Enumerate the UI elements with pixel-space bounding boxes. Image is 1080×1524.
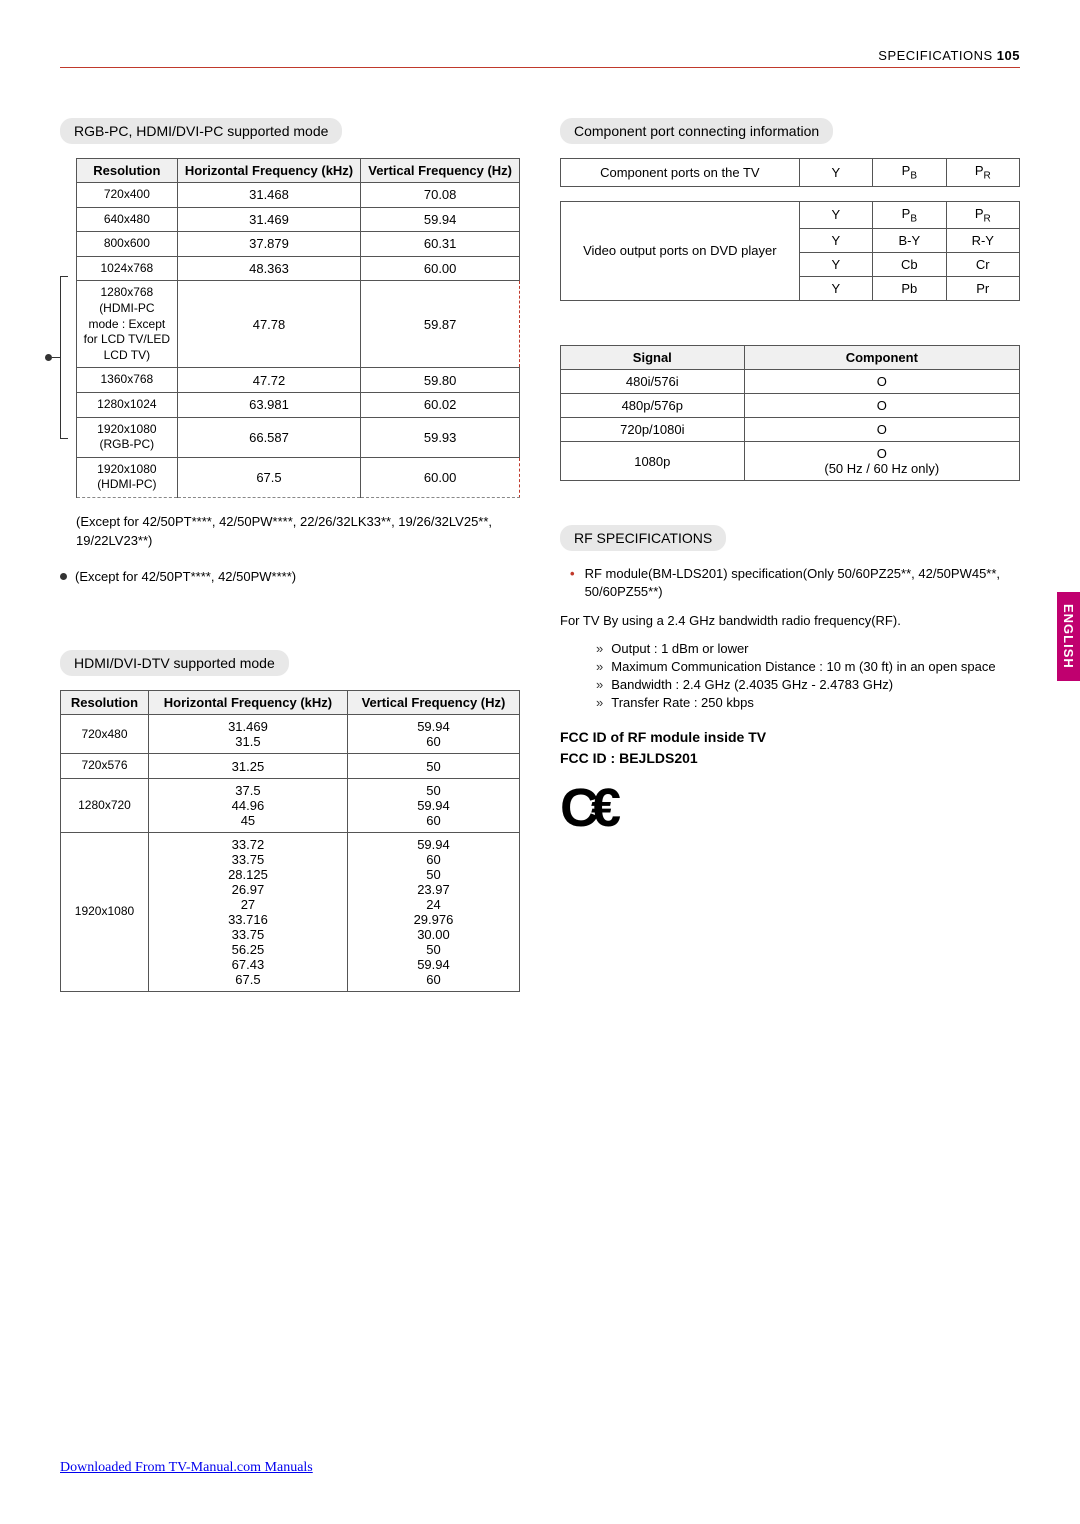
hdmi-dtv-mode-table: Resolution Horizontal Frequency (kHz) Ve… xyxy=(60,690,520,992)
rf-para: For TV By using a 2.4 GHz bandwidth radi… xyxy=(560,612,1020,630)
dvd-output-ports-table: Video output ports on DVD player Y PB PR… xyxy=(560,201,1020,302)
page-number: 105 xyxy=(997,48,1020,63)
rf-bullet-list: Output : 1 dBm or lower Maximum Communic… xyxy=(560,640,1020,713)
right-column: Component port connecting information Co… xyxy=(560,118,1020,1006)
col-vfreq: Vertical Frequency (Hz) xyxy=(361,159,520,183)
rf-spec-title: RF SPECIFICATIONS xyxy=(560,525,726,551)
note-1: (Except for 42/50PT****, 42/50PW****, 22… xyxy=(76,512,520,551)
fcc-id-label: FCC ID of RF module inside TV FCC ID : B… xyxy=(560,727,1020,769)
page-header: SPECIFICATIONS 105 xyxy=(60,48,1020,68)
language-tab: ENGLISH xyxy=(1057,592,1080,681)
left-column: RGB-PC, HDMI/DVI-PC supported mode Resol… xyxy=(60,118,520,1006)
signal-component-table: Signal Component 480i/576iO 480p/576pO 7… xyxy=(560,345,1020,481)
section-label: SPECIFICATIONS xyxy=(878,48,992,63)
note-2: (Except for 42/50PT****, 42/50PW****) xyxy=(60,567,520,587)
rf-module-spec: RF module(BM-LDS201) specification(Only … xyxy=(560,565,1020,601)
component-ports-tv-table: Component ports on the TV Y PB PR xyxy=(560,158,1020,187)
col-hfreq: Horizontal Frequency (kHz) xyxy=(177,159,361,183)
col-resolution: Resolution xyxy=(77,159,178,183)
rgb-pc-mode-title: RGB-PC, HDMI/DVI-PC supported mode xyxy=(60,118,342,144)
ce-mark-icon: C€ xyxy=(560,777,1020,839)
rgb-pc-mode-table: Resolution Horizontal Frequency (kHz) Ve… xyxy=(76,158,520,498)
footer-link[interactable]: Downloaded From TV-Manual.com Manuals xyxy=(60,1460,313,1476)
component-port-title: Component port connecting information xyxy=(560,118,833,144)
hdmi-dtv-mode-title: HDMI/DVI-DTV supported mode xyxy=(60,650,289,676)
